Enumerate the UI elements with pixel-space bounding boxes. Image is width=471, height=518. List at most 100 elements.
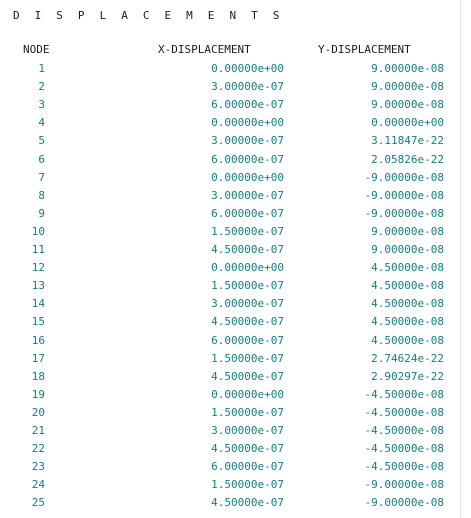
x-displacement-cell: 1.50000e-07 [211,478,284,492]
y-displacement-cell: -9.00000e-08 [364,496,444,510]
y-displacement-cell: 3.11847e-22 [371,134,444,148]
x-displacement-cell: 3.00000e-07 [211,424,284,437]
y-displacement-cell: 4.50000e-08 [371,279,444,293]
table-row: 7 0.00000e+00 -9.00000e-08 [0,169,460,187]
node-cell: 8 [38,188,45,202]
table-header: NODE X-DISPLACEMENT Y-DISPLACEMENT [0,41,460,59]
table-row: 24 1.50000e-07 -9.00000e-08 [0,476,460,494]
node-cell: 2 [38,80,45,94]
table-row: 14 3.00000e-07 4.50000e-08 [0,295,460,313]
y-displacement-cell: 0.00000e+00 [371,116,444,130]
column-header-y-displacement: Y-DISPLACEMENT [318,43,411,56]
node-cell: 22 [31,442,45,456]
x-displacement-cell: 6.00000e-07 [211,98,284,112]
y-displacement-cell: -9.00000e-08 [364,478,444,492]
table-row: 16 6.00000e-07 4.50000e-08 [0,332,460,350]
table-row: 22 4.50000e-07 -4.50000e-08 [0,440,460,458]
y-displacement-cell: -4.50000e-08 [364,460,444,474]
x-displacement-cell: 1.50000e-07 [211,351,284,365]
y-displacement-cell: 2.05826e-22 [371,152,444,166]
node-cell: 10 [31,224,45,238]
x-displacement-cell: 4.50000e-07 [211,243,284,256]
table-row: 9 6.00000e-07 -9.00000e-08 [0,205,460,223]
x-displacement-cell: 3.00000e-07 [211,188,284,202]
x-displacement-cell: 3.00000e-07 [211,297,284,311]
x-displacement-cell: 4.50000e-07 [211,442,284,456]
y-displacement-cell: 2.90297e-22 [371,369,444,383]
node-cell: 13 [31,279,45,293]
node-cell: 23 [31,460,45,474]
table-row: 20 1.50000e-07 -4.50000e-08 [0,404,460,422]
node-cell: 3 [38,98,45,112]
x-displacement-cell: 1.50000e-07 [211,405,284,419]
x-displacement-cell: 4.50000e-07 [211,369,284,383]
node-cell: 19 [31,387,45,401]
x-displacement-cell: 0.00000e+00 [211,170,284,184]
node-cell: 9 [38,206,45,220]
node-cell: 25 [31,496,45,510]
table-row: 19 0.00000e+00 -4.50000e-08 [0,386,460,404]
table-row: 23 6.00000e-07 -4.50000e-08 [0,458,460,476]
y-displacement-cell: 4.50000e-08 [371,333,444,347]
node-cell: 16 [31,333,45,347]
node-cell: 24 [31,478,45,492]
x-displacement-cell: 4.50000e-07 [211,496,284,510]
y-displacement-cell: 9.00000e-08 [371,243,444,256]
table-row: 3 6.00000e-07 9.00000e-08 [0,96,460,114]
table-row: 5 3.00000e-07 3.11847e-22 [0,132,460,150]
column-header-node: NODE [23,43,50,56]
table-row: 8 3.00000e-07 -9.00000e-08 [0,187,460,205]
y-displacement-cell: -9.00000e-08 [364,206,444,220]
table-row: 25 4.50000e-07 -9.00000e-08 [0,494,460,512]
column-header-x-displacement: X-DISPLACEMENT [158,43,251,56]
x-displacement-cell: 0.00000e+00 [211,116,284,130]
node-cell: 21 [31,424,45,437]
x-displacement-cell: 1.50000e-07 [211,224,284,238]
x-displacement-cell: 1.50000e-07 [211,279,284,293]
table-row: 4 0.00000e+00 0.00000e+00 [0,114,460,132]
x-displacement-cell: 6.00000e-07 [211,206,284,220]
node-cell: 11 [31,243,45,256]
y-displacement-cell: 9.00000e-08 [371,80,444,94]
table-row: 15 4.50000e-07 4.50000e-08 [0,313,460,331]
node-cell: 4 [38,116,45,130]
node-cell: 18 [31,369,45,383]
table-row: 12 0.00000e+00 4.50000e-08 [0,259,460,277]
x-displacement-cell: 6.00000e-07 [211,333,284,347]
table-row: 2 3.00000e-07 9.00000e-08 [0,78,460,96]
y-displacement-cell: -9.00000e-08 [364,188,444,202]
x-displacement-cell: 6.00000e-07 [211,460,284,474]
x-displacement-cell: 6.00000e-07 [211,152,284,166]
y-displacement-cell: 9.00000e-08 [371,224,444,238]
node-cell: 5 [38,134,45,148]
x-displacement-cell: 3.00000e-07 [211,80,284,94]
node-cell: 20 [31,405,45,419]
table-row: 17 1.50000e-07 2.74624e-22 [0,350,460,368]
y-displacement-cell: -4.50000e-08 [364,442,444,456]
y-displacement-cell: 4.50000e-08 [371,315,444,329]
x-displacement-cell: 0.00000e+00 [211,62,284,75]
table-row: 10 1.50000e-07 9.00000e-08 [0,223,460,241]
y-displacement-cell: 4.50000e-08 [371,297,444,311]
table-row: 6 6.00000e-07 2.05826e-22 [0,151,460,169]
y-displacement-cell: 9.00000e-08 [371,62,444,75]
y-displacement-cell: 4.50000e-08 [371,261,444,275]
y-displacement-cell: -4.50000e-08 [364,405,444,419]
node-cell: 15 [31,315,45,329]
x-displacement-cell: 0.00000e+00 [211,387,284,401]
y-displacement-cell: -4.50000e-08 [364,387,444,401]
table-row: 13 1.50000e-07 4.50000e-08 [0,277,460,295]
scrollbar-track[interactable] [460,0,471,518]
node-cell: 12 [31,261,45,275]
x-displacement-cell: 0.00000e+00 [211,261,284,275]
table-row: 1 0.00000e+00 9.00000e-08 [0,60,460,78]
table-row: 21 3.00000e-07 -4.50000e-08 [0,422,460,440]
node-cell: 1 [38,62,45,75]
y-displacement-cell: 9.00000e-08 [371,98,444,112]
y-displacement-cell: 2.74624e-22 [371,351,444,365]
node-cell: 6 [38,152,45,166]
y-displacement-cell: -4.50000e-08 [364,424,444,437]
node-cell: 17 [31,351,45,365]
x-displacement-cell: 3.00000e-07 [211,134,284,148]
x-displacement-cell: 4.50000e-07 [211,315,284,329]
